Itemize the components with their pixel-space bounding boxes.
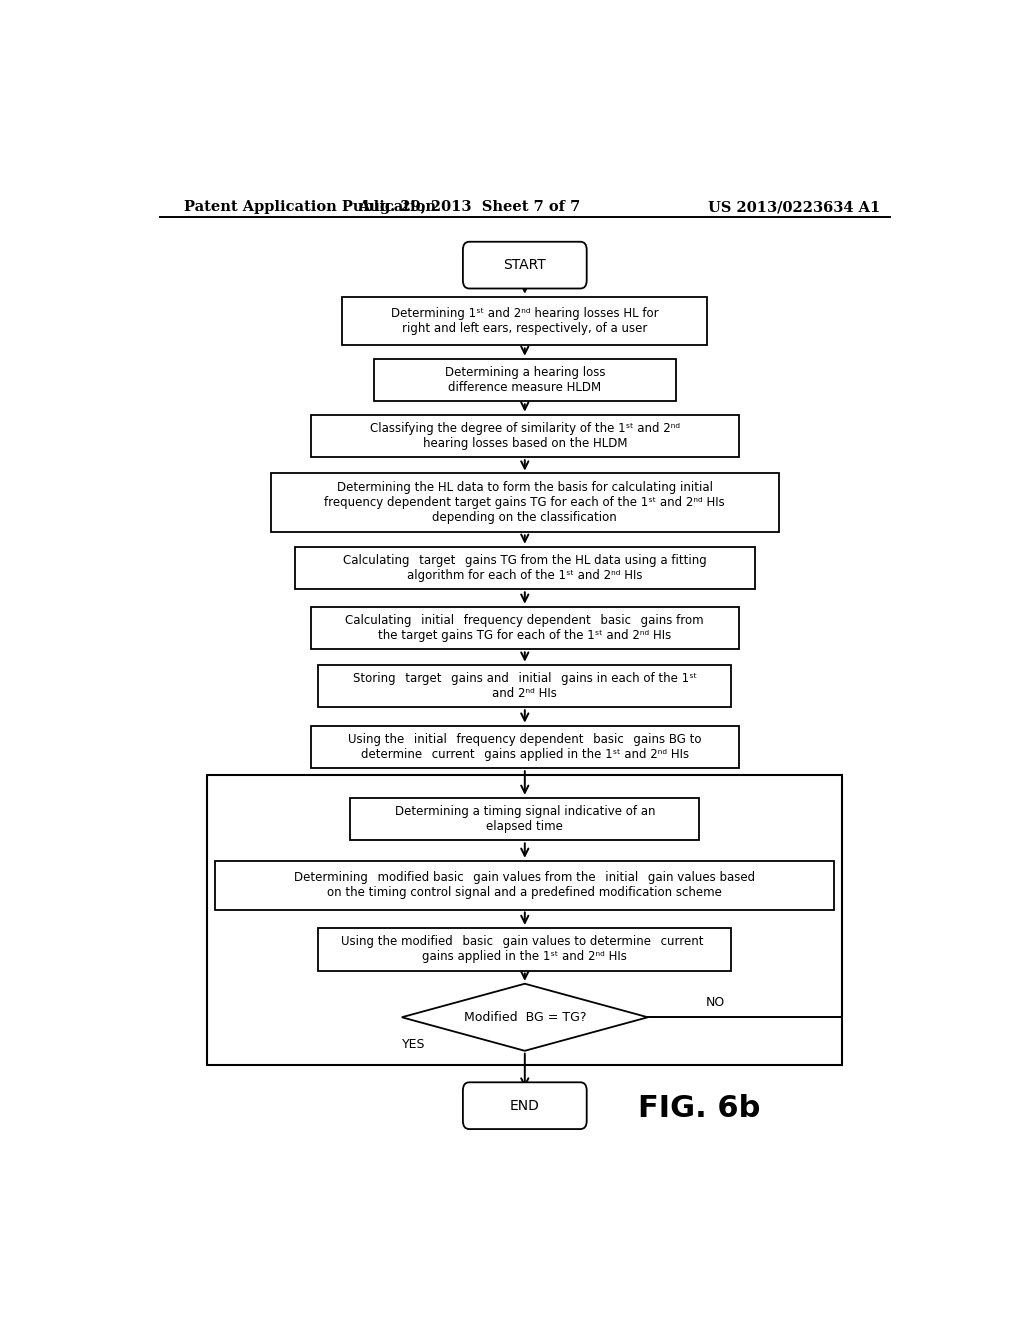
Text: Aug. 29, 2013  Sheet 7 of 7: Aug. 29, 2013 Sheet 7 of 7 — [358, 201, 581, 214]
Text: US 2013/0223634 A1: US 2013/0223634 A1 — [709, 201, 881, 214]
Bar — [215, 861, 835, 909]
Text: Calculating  target  gains TG from the HL data using a fitting
algorithm for eac: Calculating target gains TG from the HL … — [343, 554, 707, 582]
Text: Using the  initial  frequency dependent  basic  gains BG to
determine  current  : Using the initial frequency dependent ba… — [348, 733, 701, 760]
Bar — [318, 664, 731, 708]
Bar — [374, 359, 676, 401]
Bar — [270, 474, 779, 532]
FancyBboxPatch shape — [463, 242, 587, 289]
Text: Determining a timing signal indicative of an
elapsed time: Determining a timing signal indicative o… — [394, 805, 655, 833]
Text: Classifying the degree of similarity of the 1ˢᵗ and 2ⁿᵈ
hearing losses based on : Classifying the degree of similarity of … — [370, 422, 680, 450]
Text: Storing  target  gains and  initial  gains in each of the 1ˢᵗ
and 2ⁿᵈ HIs: Storing target gains and initial gains i… — [353, 672, 696, 700]
Bar — [207, 775, 843, 1065]
Bar — [310, 607, 739, 649]
Text: Determining  modified basic  gain values from the  initial  gain values based
on: Determining modified basic gain values f… — [294, 871, 756, 899]
Text: Using the modified  basic  gain values to determine  current 
gains applied in t: Using the modified basic gain values to … — [341, 935, 709, 964]
Text: Modified  BG = TG?: Modified BG = TG? — [464, 1011, 586, 1024]
Text: NO: NO — [706, 995, 725, 1008]
Text: Calculating  initial  frequency dependent  basic  gains from
the target gains TG: Calculating initial frequency dependent … — [345, 614, 705, 642]
Text: FIG. 6b: FIG. 6b — [638, 1094, 761, 1123]
Bar — [342, 297, 708, 346]
Text: Determining the HL data to form the basis for calculating initial
frequency depe: Determining the HL data to form the basi… — [325, 482, 725, 524]
Text: Patent Application Publication: Patent Application Publication — [183, 201, 435, 214]
Text: Determining a hearing loss
difference measure HLDM: Determining a hearing loss difference me… — [444, 366, 605, 393]
Text: YES: YES — [402, 1039, 425, 1051]
Bar — [310, 414, 739, 457]
Bar — [310, 726, 739, 768]
Bar — [350, 797, 699, 841]
FancyBboxPatch shape — [463, 1082, 587, 1129]
Bar — [295, 546, 755, 589]
Text: Determining 1ˢᵗ and 2ⁿᵈ hearing losses HL for
right and left ears, respectively,: Determining 1ˢᵗ and 2ⁿᵈ hearing losses H… — [391, 308, 658, 335]
Bar — [318, 928, 731, 970]
Text: START: START — [504, 259, 546, 272]
Text: END: END — [510, 1098, 540, 1113]
Polygon shape — [401, 983, 648, 1051]
